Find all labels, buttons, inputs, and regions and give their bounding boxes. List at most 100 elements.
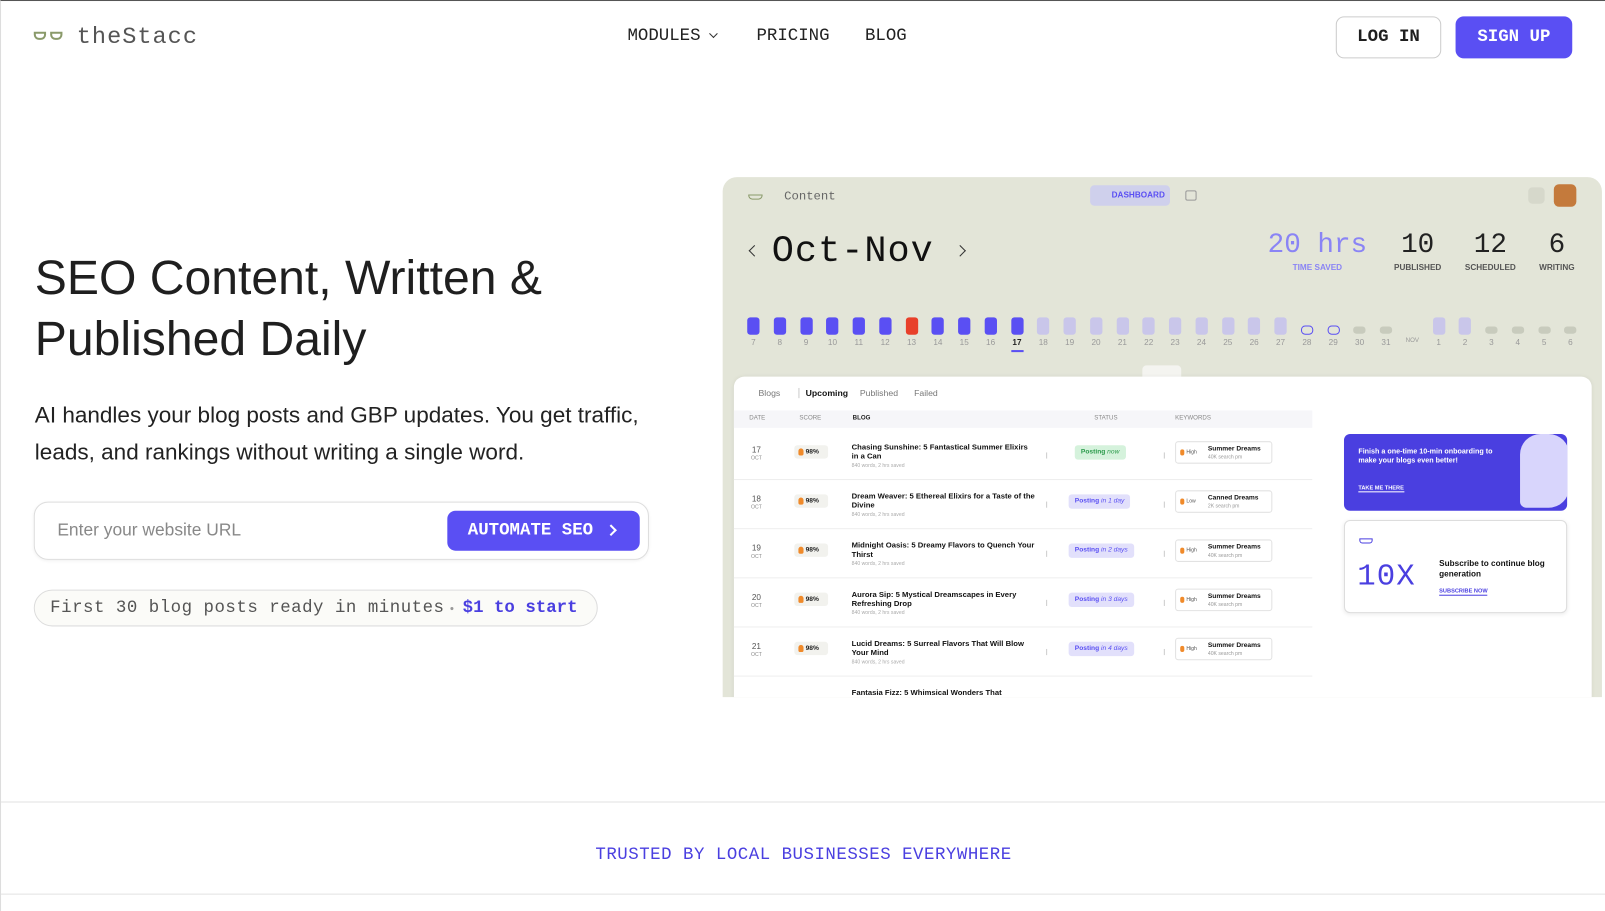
keyword-icon (1180, 547, 1185, 554)
day-marker[interactable] (1089, 317, 1103, 335)
day-label: 14 (933, 337, 943, 348)
keyword-chip: High Summer Dreams 40K search pm (1175, 588, 1273, 612)
row-day: 17 (751, 445, 761, 455)
day-marker[interactable] (1485, 326, 1498, 334)
day-marker[interactable] (1142, 317, 1155, 335)
day-label: 28 (1302, 337, 1312, 348)
day-marker[interactable] (1248, 317, 1261, 335)
day-marker[interactable] (879, 317, 892, 335)
calendar-icon (1185, 190, 1197, 201)
day-label: 9 (803, 337, 809, 348)
col-divider (1046, 648, 1048, 656)
day-marker[interactable] (1300, 325, 1314, 335)
nav-link[interactable]: MODULES (627, 26, 701, 47)
day-marker[interactable] (1195, 317, 1208, 335)
next-arrow[interactable] (954, 244, 966, 257)
nav-link[interactable]: PRICING (756, 26, 830, 47)
blog-meta: 840 words, 2 hrs saved (851, 560, 905, 568)
day-marker[interactable] (1221, 317, 1234, 335)
blog-title[interactable]: Midnight Oasis: 5 Dreamy Flavors to Quen… (851, 540, 1035, 559)
day-marker[interactable] (1327, 325, 1340, 335)
row-day: 18 (751, 494, 761, 504)
tab[interactable]: Blogs (758, 387, 781, 399)
col-divider (1163, 550, 1165, 557)
section-divider (1, 801, 1605, 803)
day-marker[interactable] (1564, 326, 1577, 334)
day-label: 25 (1223, 337, 1233, 348)
subscribe-link[interactable]: SUBSCRIBE NOW (1439, 588, 1488, 596)
row-divider (733, 626, 1313, 628)
arrow-icon (605, 524, 617, 537)
blog-title[interactable]: Chasing Sunshine: 5 Fantastical Summer E… (851, 442, 1028, 461)
row-divider (733, 577, 1313, 579)
login-button[interactable]: LOG IN (1335, 16, 1442, 59)
day-marker[interactable] (1168, 317, 1182, 335)
day-marker[interactable] (826, 317, 839, 335)
stat-label: TIME SAVED (1292, 263, 1343, 273)
keyword-volume: 40K search pm (1207, 601, 1243, 609)
blog-title[interactable]: Aurora Sip: 5 Mystical Dreamscapes in Ev… (851, 589, 1017, 609)
blog-meta: 840 words, 2 hrs saved (851, 462, 905, 469)
keyword-chip: High Summer Dreams 40K search pm (1175, 441, 1273, 464)
day-label: 21 (1117, 337, 1127, 348)
day-marker[interactable] (1274, 317, 1287, 335)
day-marker[interactable] (1432, 317, 1445, 335)
day-marker[interactable] (799, 317, 813, 335)
keyword-volume: 40K search pm (1207, 454, 1243, 461)
status-pill: Posting in 4 days (1068, 641, 1134, 657)
keyword-icon (1180, 596, 1185, 603)
breadcrumb[interactable]: Content (784, 189, 836, 204)
cta-button[interactable]: AUTOMATE SEO (447, 510, 640, 551)
day-label: 11 (854, 337, 864, 348)
day-marker[interactable] (1116, 317, 1129, 335)
url-input[interactable]: Enter your website URL (57, 519, 242, 540)
column-header: KEYWORDS (1175, 415, 1211, 422)
day-marker[interactable] (1010, 317, 1024, 335)
tab[interactable]: Failed (914, 387, 938, 399)
tab[interactable]: Published (859, 387, 899, 399)
collapse-tab (1142, 365, 1182, 378)
blog-title[interactable]: Lucid Dreams: 5 Surreal Flavors That Wil… (851, 638, 1024, 658)
day-marker[interactable] (958, 317, 971, 335)
day-marker[interactable] (1037, 317, 1050, 335)
status-when: now (1107, 448, 1120, 456)
tab[interactable]: Upcoming (805, 387, 849, 399)
promo-link[interactable]: TAKE ME THERE (1358, 485, 1404, 493)
day-marker[interactable] (1511, 326, 1524, 334)
day-label: 12 (880, 337, 890, 348)
keyword: Canned Dreams (1207, 494, 1259, 502)
row-month: OCT (751, 652, 762, 659)
section-divider (1, 893, 1605, 895)
row-day: 20 (751, 592, 761, 602)
prev-arrow[interactable] (748, 244, 761, 257)
day-marker[interactable] (984, 317, 997, 335)
logo[interactable]: theStacc (33, 24, 208, 53)
hero-subtitle: AI handles your blog posts and GBP updat… (34, 402, 639, 465)
day-marker[interactable] (1353, 326, 1366, 334)
status: Posting (1074, 546, 1100, 554)
stat-value: 20 hrs (1267, 230, 1368, 262)
view-button[interactable]: DASHBOARD (1090, 185, 1170, 206)
column-header: SCORE (799, 415, 822, 422)
status: Posting (1074, 644, 1100, 653)
day-marker[interactable] (1379, 326, 1393, 334)
day-marker[interactable] (1458, 317, 1472, 335)
day-marker[interactable] (852, 317, 865, 335)
day-label: 16 (986, 337, 996, 348)
day-marker[interactable] (773, 317, 786, 335)
day-marker[interactable] (1537, 326, 1551, 334)
day-marker[interactable] (747, 317, 760, 335)
day-label: 15 (959, 337, 969, 348)
row-month: OCT (751, 455, 762, 462)
day-marker[interactable] (1063, 317, 1076, 335)
status: Posting (1080, 448, 1106, 456)
day-marker[interactable] (931, 317, 945, 335)
row-day: 19 (751, 543, 761, 553)
logo-icon (1359, 538, 1373, 544)
blog-title[interactable]: Fantasia Fizz: 5 Whimsical Wonders That (851, 687, 1002, 698)
nav-link[interactable]: BLOG (864, 26, 907, 47)
blog-title[interactable]: Dream Weaver: 5 Ethereal Elixirs for a T… (851, 491, 1035, 510)
day-marker[interactable] (905, 317, 918, 335)
signup-button[interactable]: SIGN UP (1455, 16, 1573, 59)
promo-card[interactable]: Finish a one-time 10-min onboarding to m… (1343, 434, 1568, 511)
